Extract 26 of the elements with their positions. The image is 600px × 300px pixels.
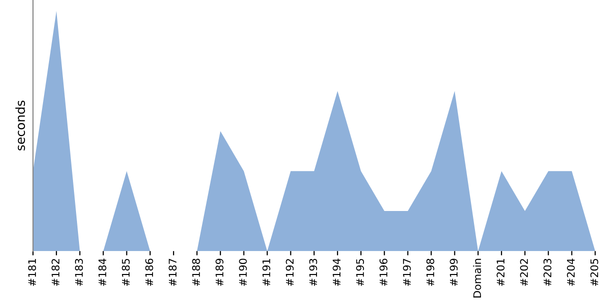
x-tick-label: #197	[402, 258, 411, 286]
x-tick-label: #191	[262, 259, 270, 286]
x-tick-label: #183	[74, 258, 83, 286]
x-tick-label: #198	[426, 258, 434, 286]
x-tick-label: #202	[520, 259, 528, 286]
x-tick-label: #185	[122, 258, 130, 286]
x-tick-label: #188	[192, 258, 200, 286]
x-tick-label: #196	[380, 258, 388, 286]
x-tick-label: #190	[238, 258, 247, 286]
x-tick-label: #194	[332, 258, 341, 286]
x-tick-label: #201	[496, 259, 505, 286]
y-axis-title: seconds	[15, 100, 26, 150]
x-tick-label: #186	[145, 258, 154, 286]
x-tick-label: #204	[566, 258, 575, 286]
x-tick-label: #192	[286, 259, 294, 286]
x-tick-label: #187	[168, 258, 177, 286]
x-tick-label: #189	[216, 258, 224, 286]
x-tick-label: #199	[450, 258, 458, 286]
x-tick-label: #193	[309, 258, 318, 286]
x-tick-label: #181	[28, 259, 36, 286]
x-tick-label: #182	[52, 259, 60, 286]
x-tick-label: #195	[356, 258, 364, 286]
x-tick-label: #203	[543, 258, 552, 286]
x-tick-label: #184	[98, 258, 106, 286]
x-tick-label: #205	[590, 258, 598, 286]
x-tick-label: Domain	[473, 258, 482, 298]
